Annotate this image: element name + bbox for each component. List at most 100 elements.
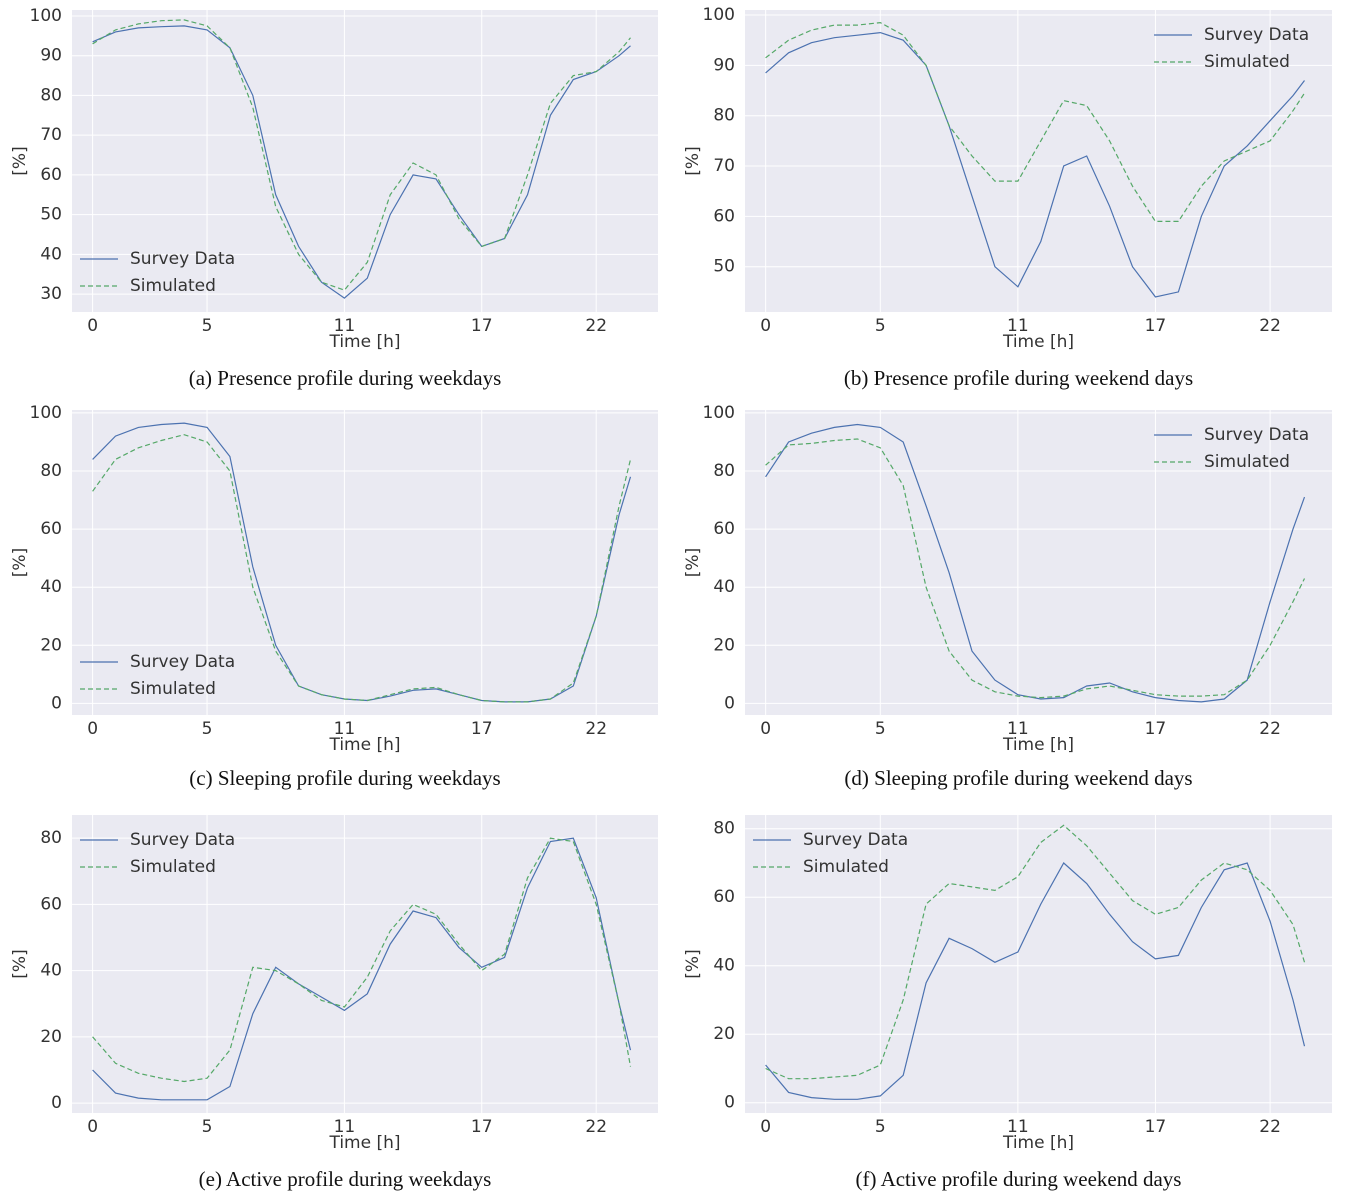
- y-tick-label: 80: [713, 461, 735, 481]
- y-tick-label: 0: [51, 1093, 62, 1113]
- x-tick-label: 0: [760, 316, 771, 336]
- x-tick-label: 22: [1259, 316, 1281, 336]
- y-tick-label: 90: [40, 46, 62, 66]
- series-line: [765, 31, 1305, 298]
- y-tick-label: 60: [40, 894, 62, 914]
- x-tick-label: 11: [1007, 719, 1029, 739]
- y-tick-label: 40: [40, 244, 62, 264]
- y-tick-label: 60: [40, 519, 62, 539]
- x-axis-label: Time [h]: [328, 735, 400, 755]
- legend-label: Simulated: [803, 857, 889, 877]
- y-axis-label: [%]: [10, 146, 30, 175]
- x-tick-label: 22: [585, 719, 607, 739]
- y-tick-label: 20: [40, 1027, 62, 1047]
- legend-label: Survey Data: [1204, 425, 1309, 445]
- y-tick-label: 80: [713, 106, 735, 126]
- y-tick-label: 60: [40, 165, 62, 185]
- x-tick-label: 0: [87, 719, 98, 739]
- y-tick-label: 60: [713, 887, 735, 907]
- x-tick-label: 5: [202, 719, 213, 739]
- x-tick-label: 11: [1007, 1117, 1029, 1137]
- x-tick-label: 11: [1007, 316, 1029, 336]
- y-tick-label: 20: [40, 635, 62, 655]
- y-tick-label: 60: [713, 206, 735, 226]
- y-tick-label: 0: [51, 693, 62, 713]
- x-axis-label: Time [h]: [1002, 735, 1074, 755]
- y-tick-label: 70: [713, 156, 735, 176]
- x-tick-label: 17: [471, 719, 493, 739]
- y-tick-label: 80: [40, 461, 62, 481]
- y-tick-label: 100: [703, 5, 735, 25]
- x-tick-label: 0: [87, 1117, 98, 1137]
- caption: (b) Presence profile during weekend days: [844, 366, 1193, 390]
- legend-label: Simulated: [1204, 452, 1290, 472]
- x-tick-label: 0: [760, 719, 771, 739]
- y-tick-label: 20: [713, 635, 735, 655]
- y-axis-label: [%]: [10, 548, 30, 577]
- x-tick-label: 11: [334, 1117, 356, 1137]
- legend-label: Simulated: [1204, 52, 1290, 72]
- caption: (a) Presence profile during weekdays: [189, 366, 502, 390]
- plot-area: [72, 410, 658, 715]
- legend-label: Survey Data: [130, 652, 235, 672]
- series-line: [92, 837, 632, 1083]
- x-tick-label: 5: [875, 1117, 886, 1137]
- x-tick-label: 17: [471, 1117, 493, 1137]
- x-tick-label: 22: [585, 1117, 607, 1137]
- series-line: [765, 21, 1306, 222]
- x-tick-label: 11: [334, 719, 356, 739]
- y-axis-label: [%]: [683, 548, 703, 577]
- x-axis-label: Time [h]: [1002, 1133, 1074, 1153]
- y-tick-label: 30: [40, 284, 62, 304]
- y-tick-label: 0: [724, 1093, 735, 1113]
- y-tick-label: 40: [713, 956, 735, 976]
- y-axis-label: [%]: [683, 146, 703, 175]
- series-line: [92, 19, 631, 291]
- caption: (f) Active profile during weekend days: [856, 1167, 1182, 1191]
- series-line: [765, 423, 1306, 703]
- y-tick-label: 80: [40, 85, 62, 105]
- x-tick-label: 17: [1145, 316, 1167, 336]
- caption: (d) Sleeping profile during weekend days: [844, 766, 1192, 790]
- y-tick-label: 40: [40, 577, 62, 597]
- x-tick-label: 22: [1259, 719, 1281, 739]
- y-tick-label: 80: [713, 819, 735, 839]
- x-tick-label: 0: [87, 316, 98, 336]
- y-tick-label: 40: [713, 577, 735, 597]
- y-tick-label: 100: [30, 403, 62, 423]
- legend-label: Simulated: [130, 276, 216, 296]
- y-axis-label: [%]: [10, 949, 30, 978]
- x-axis-label: Time [h]: [328, 332, 400, 352]
- caption: (e) Active profile during weekdays: [199, 1167, 492, 1191]
- x-axis-label: Time [h]: [1002, 332, 1074, 352]
- y-tick-label: 90: [713, 55, 735, 75]
- series-line: [92, 25, 631, 299]
- series-line: [765, 862, 1306, 1100]
- y-tick-label: 80: [40, 828, 62, 848]
- x-tick-label: 22: [585, 316, 607, 336]
- y-axis-label: [%]: [683, 949, 703, 978]
- y-tick-label: 100: [30, 6, 62, 26]
- x-axis-label: Time [h]: [328, 1133, 400, 1153]
- x-tick-label: 22: [1259, 1117, 1281, 1137]
- legend-label: Simulated: [130, 857, 216, 877]
- legend-label: Survey Data: [130, 830, 235, 850]
- plot-area: [745, 410, 1332, 715]
- y-tick-label: 0: [724, 693, 735, 713]
- x-tick-label: 11: [334, 316, 356, 336]
- y-tick-label: 70: [40, 125, 62, 145]
- legend-label: Survey Data: [803, 830, 908, 850]
- x-tick-label: 17: [1145, 1117, 1167, 1137]
- y-tick-label: 20: [713, 1024, 735, 1044]
- x-tick-label: 5: [202, 316, 213, 336]
- series-line: [765, 438, 1306, 699]
- y-tick-label: 50: [713, 257, 735, 277]
- legend-label: Survey Data: [1204, 25, 1309, 45]
- x-tick-label: 5: [875, 719, 886, 739]
- legend-label: Survey Data: [130, 249, 235, 269]
- x-tick-label: 17: [1145, 719, 1167, 739]
- y-tick-label: 50: [40, 205, 62, 225]
- x-tick-label: 17: [471, 316, 493, 336]
- plot-area: [72, 815, 658, 1113]
